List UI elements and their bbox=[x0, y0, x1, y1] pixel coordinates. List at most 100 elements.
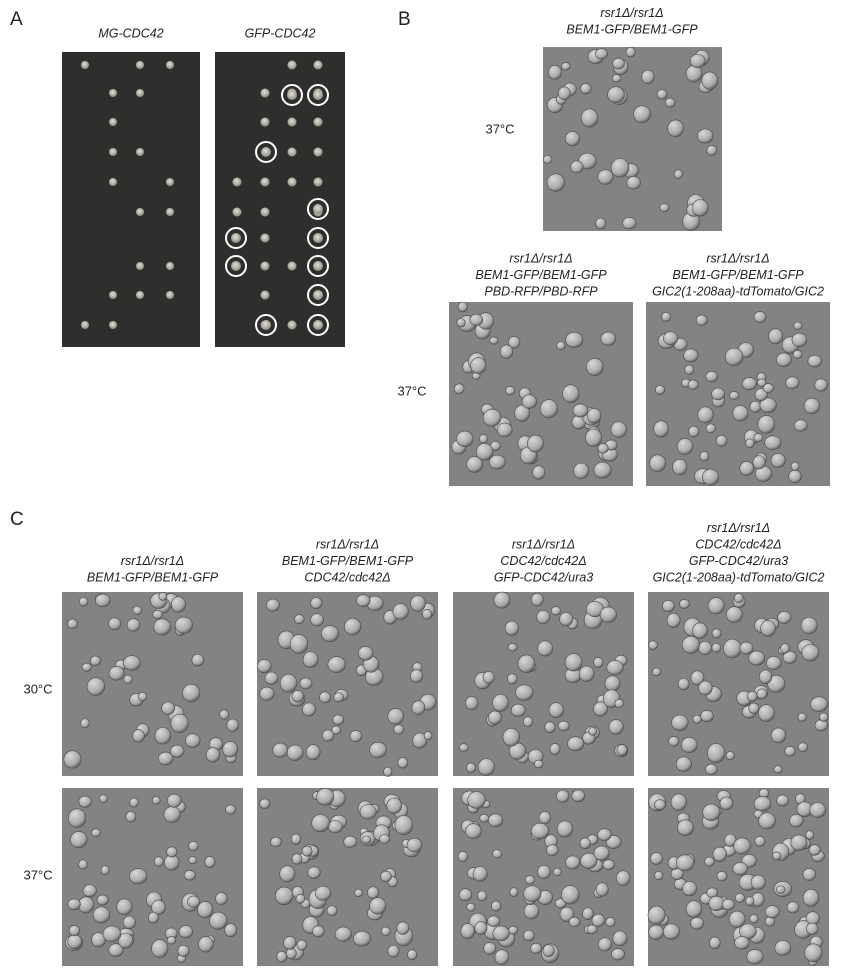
colony bbox=[261, 178, 270, 187]
cell bbox=[473, 866, 487, 881]
cell bbox=[750, 915, 759, 923]
cell bbox=[477, 891, 487, 901]
cell bbox=[394, 725, 404, 735]
plate-title: GFP-CDC42 bbox=[245, 26, 316, 40]
cell bbox=[598, 829, 612, 841]
cell bbox=[478, 759, 495, 776]
cell bbox=[557, 341, 565, 349]
cell bbox=[454, 384, 464, 394]
colony bbox=[261, 89, 270, 98]
cell bbox=[759, 813, 776, 829]
cell bbox=[369, 742, 386, 757]
cell bbox=[138, 692, 147, 701]
micrograph bbox=[62, 788, 243, 966]
cell bbox=[123, 916, 136, 929]
cell bbox=[515, 685, 533, 700]
plate-title: MG-CDC42 bbox=[98, 26, 163, 40]
cell bbox=[763, 384, 774, 393]
cell bbox=[397, 922, 409, 935]
cell bbox=[654, 800, 665, 810]
cell bbox=[649, 641, 658, 650]
cell bbox=[611, 949, 624, 960]
cell bbox=[693, 623, 708, 639]
cell bbox=[275, 887, 293, 905]
cell bbox=[393, 604, 409, 620]
cell bbox=[566, 332, 583, 347]
cell bbox=[538, 865, 551, 878]
cell bbox=[456, 431, 473, 447]
cell bbox=[595, 49, 607, 59]
cell bbox=[697, 129, 713, 143]
cell bbox=[290, 634, 308, 653]
cell bbox=[206, 748, 219, 763]
colony bbox=[261, 147, 271, 157]
cell bbox=[815, 720, 828, 731]
colony bbox=[136, 208, 144, 216]
genotype-line: GIC2(1-208aa)-tdTomato/GIC2 bbox=[653, 570, 825, 584]
cell bbox=[682, 636, 699, 653]
cell bbox=[171, 597, 185, 612]
cell bbox=[148, 912, 158, 923]
cell bbox=[569, 917, 580, 927]
cell bbox=[68, 899, 81, 910]
cell bbox=[771, 453, 785, 467]
cell bbox=[803, 889, 819, 906]
cell bbox=[607, 660, 623, 674]
cell bbox=[158, 752, 173, 765]
micrograph bbox=[257, 592, 438, 776]
colony bbox=[314, 178, 323, 187]
cell bbox=[306, 745, 320, 760]
cell bbox=[490, 337, 498, 344]
cell bbox=[769, 329, 783, 344]
cell bbox=[712, 643, 721, 652]
genotype-line: rsr1Δ/rsr1Δ bbox=[512, 537, 575, 551]
cell bbox=[303, 652, 318, 668]
cell bbox=[97, 895, 108, 905]
cell bbox=[746, 439, 754, 448]
cell bbox=[598, 938, 611, 951]
cell bbox=[79, 796, 92, 807]
colony bbox=[261, 320, 271, 330]
cell bbox=[558, 87, 570, 100]
cell bbox=[467, 903, 475, 911]
cell bbox=[539, 811, 551, 823]
genotype-line: BEM1-GFP/BEM1-GFP bbox=[475, 268, 607, 282]
colony bbox=[288, 61, 297, 70]
cell bbox=[616, 871, 630, 886]
cell bbox=[585, 429, 601, 447]
cell bbox=[726, 751, 734, 759]
cell bbox=[260, 799, 270, 809]
cell bbox=[706, 371, 718, 381]
cell bbox=[679, 599, 689, 608]
cell bbox=[491, 901, 500, 911]
cell bbox=[99, 795, 107, 803]
cell bbox=[589, 727, 597, 735]
cell bbox=[791, 835, 807, 851]
cell bbox=[803, 868, 816, 880]
cell bbox=[685, 365, 694, 374]
colony bbox=[109, 178, 117, 186]
cell bbox=[806, 923, 818, 934]
cell bbox=[586, 358, 603, 375]
cell bbox=[804, 398, 819, 414]
cell bbox=[566, 856, 580, 869]
cell bbox=[465, 824, 481, 839]
cell bbox=[123, 656, 140, 671]
colony bbox=[231, 233, 241, 243]
cell bbox=[358, 646, 373, 660]
cell bbox=[511, 704, 525, 717]
cell bbox=[505, 386, 514, 395]
colony bbox=[109, 291, 117, 299]
colony bbox=[314, 61, 323, 70]
cell bbox=[457, 318, 466, 327]
cell bbox=[503, 728, 520, 746]
colony bbox=[109, 148, 117, 156]
cell bbox=[79, 597, 88, 606]
cell bbox=[689, 426, 699, 437]
cell bbox=[560, 612, 573, 626]
cell bbox=[600, 607, 616, 622]
cell bbox=[665, 98, 675, 107]
cell bbox=[167, 937, 176, 945]
panel-label: B bbox=[398, 9, 411, 30]
cell bbox=[461, 924, 475, 939]
